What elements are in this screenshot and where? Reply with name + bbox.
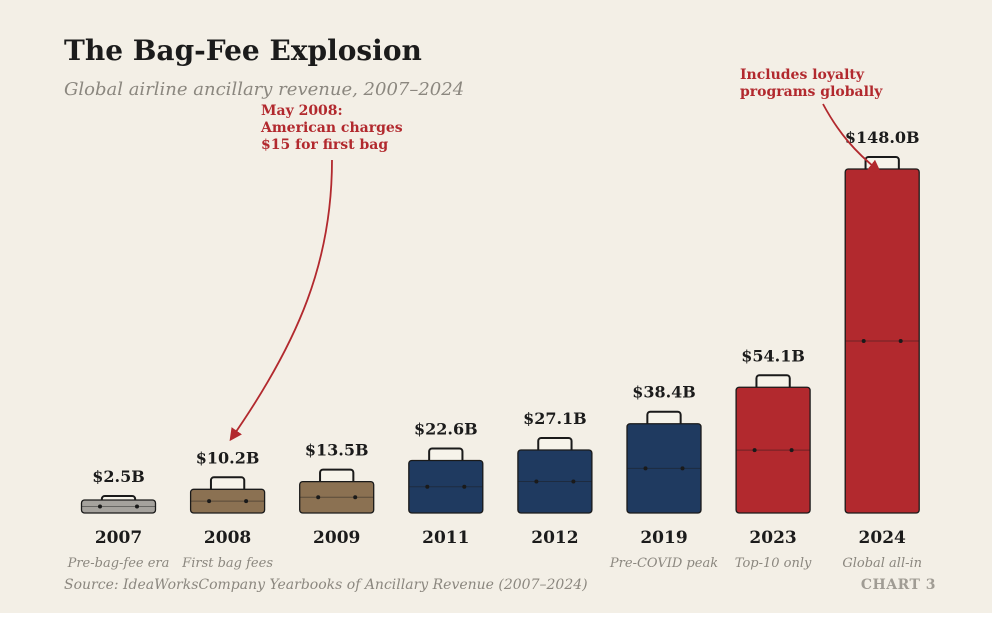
annotation-arrow: [229, 159, 333, 442]
x-tick-label: 2011: [422, 528, 469, 548]
x-tick-label: 2007: [95, 528, 142, 548]
x-tick-label: 2023: [749, 528, 796, 548]
value-label: $54.1B: [741, 346, 805, 365]
value-label: $22.6B: [414, 419, 478, 438]
value-label: $38.4B: [632, 383, 696, 402]
annotation-text: programs globally: [740, 84, 883, 100]
bar-rivet: [752, 448, 757, 453]
bar-note: First bag fees: [181, 556, 273, 571]
bar-rivet: [353, 495, 358, 500]
bar-rivet: [462, 484, 467, 489]
bar-2024: [844, 168, 920, 514]
annotation-text: May 2008:: [261, 103, 343, 119]
x-tick-label: 2008: [204, 528, 251, 548]
bar-rivet: [861, 339, 866, 343]
bar-note: Top-10 only: [735, 556, 812, 571]
bar-rivet: [244, 499, 249, 504]
annotation-text: Includes loyalty: [740, 67, 865, 83]
bar-rivet: [135, 504, 139, 509]
bar-rivet: [534, 479, 539, 484]
value-label: $27.1B: [523, 409, 587, 428]
value-label: $2.5B: [92, 467, 145, 486]
bar-note: Global all-in: [842, 556, 922, 571]
value-label: $10.2B: [196, 448, 260, 467]
annotation-text: $15 for first bag: [261, 137, 388, 153]
source-note: Source: IdeaWorksCompany Yearbooks of An…: [64, 577, 588, 593]
bar-2012: [517, 449, 593, 514]
bar-note: Pre-COVID peak: [609, 556, 718, 571]
value-label: $13.5B: [305, 441, 369, 460]
x-tick-label: 2012: [531, 528, 578, 548]
bar-rivet: [789, 448, 794, 453]
bar-2023: [735, 386, 811, 514]
bar-2007: [80, 499, 157, 514]
bar-2009: [299, 480, 375, 514]
x-tick-label: 2019: [640, 528, 687, 548]
annotation-text: American charges: [260, 120, 403, 136]
x-tick-label: 2009: [313, 528, 360, 548]
bar-rivet: [898, 339, 903, 343]
bar-rivet: [207, 499, 212, 504]
bar-rivet: [425, 484, 430, 489]
bar-rivet: [316, 495, 321, 500]
bar-2019: [626, 423, 702, 514]
bar-2011: [408, 459, 484, 514]
chart-number: CHART 3: [860, 577, 936, 593]
value-label: $148.0B: [845, 128, 920, 147]
bar-rivet: [680, 466, 685, 471]
bar-rivet: [98, 504, 102, 509]
annotation-arrow: [822, 103, 881, 173]
x-tick-label: 2024: [859, 528, 906, 548]
bar-2008: [189, 488, 266, 514]
chart-title: The Bag-Fee Explosion: [64, 34, 422, 67]
bar-rivet: [643, 466, 648, 471]
chart-subtitle: Global airline ancillary revenue, 2007–2…: [64, 79, 465, 100]
bar-note: Pre-bag-fee era: [67, 556, 170, 571]
bar-rivet: [571, 479, 576, 484]
